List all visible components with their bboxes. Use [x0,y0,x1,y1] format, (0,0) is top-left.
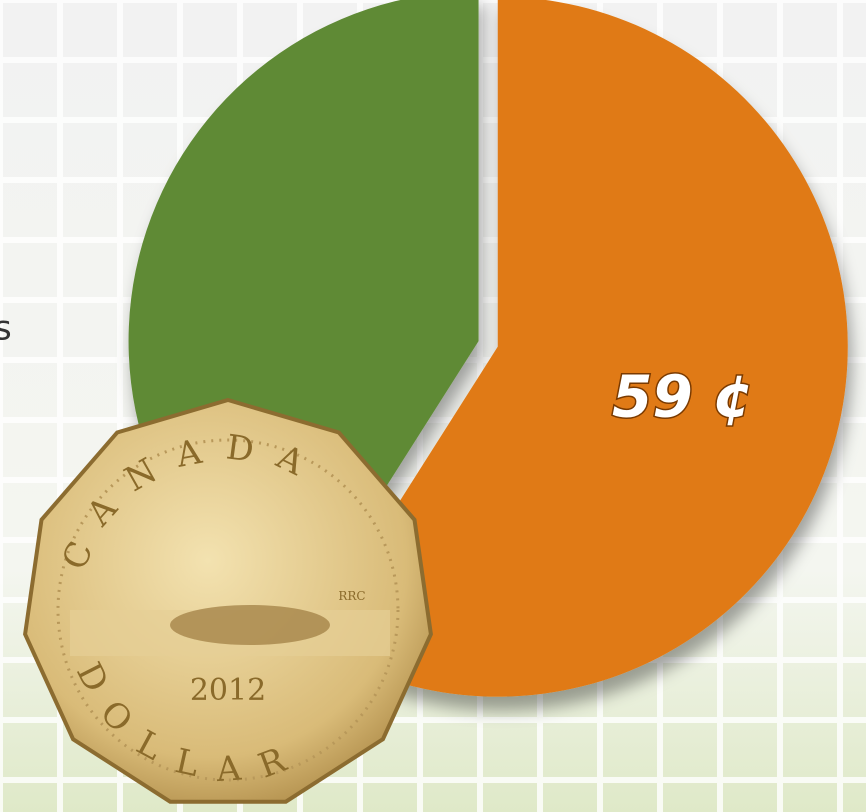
coin-mark: RRC [338,589,365,603]
annotation: s [0,309,12,349]
coin-year: 2012 [190,673,266,708]
coin-body [23,397,433,804]
value-label: 59 ¢ [612,362,753,430]
pie-slice [310,0,848,697]
